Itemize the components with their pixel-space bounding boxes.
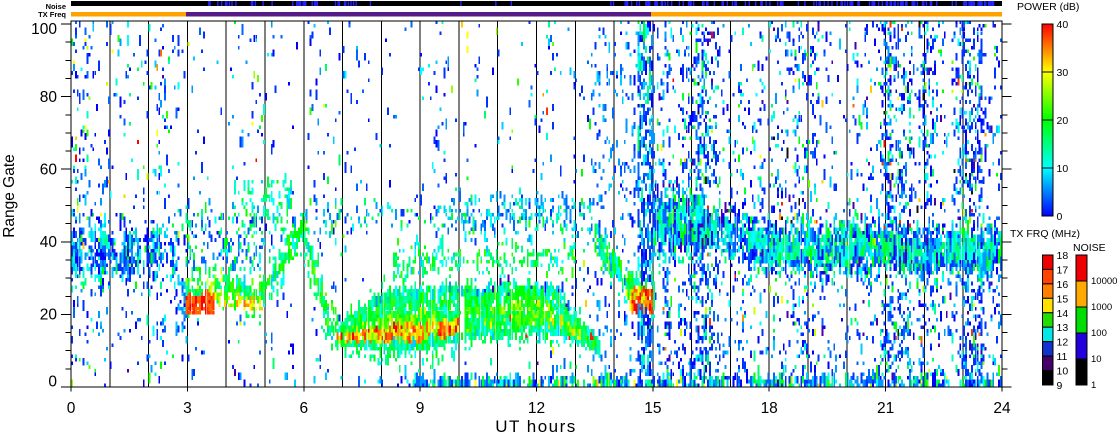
svg-text:10: 10 [1057, 366, 1069, 378]
svg-text:20: 20 [1057, 115, 1069, 127]
svg-text:60: 60 [40, 162, 58, 179]
svg-text:0: 0 [1057, 211, 1063, 223]
svg-text:10: 10 [1057, 163, 1069, 175]
svg-text:12: 12 [1057, 337, 1069, 349]
svg-text:13: 13 [1057, 322, 1069, 334]
svg-text:UT hours: UT hours [495, 417, 577, 435]
svg-text:10000: 10000 [1091, 276, 1117, 287]
svg-text:15: 15 [1057, 293, 1069, 305]
svg-text:100: 100 [31, 21, 57, 38]
svg-text:16: 16 [1057, 279, 1069, 291]
svg-text:1: 1 [1091, 380, 1096, 391]
svg-text:11: 11 [1057, 351, 1068, 363]
svg-text:24: 24 [993, 400, 1011, 417]
svg-text:18: 18 [761, 400, 778, 417]
svg-text:1000: 1000 [1091, 302, 1112, 313]
svg-text:TX FRQ (MHz): TX FRQ (MHz) [1010, 228, 1080, 240]
svg-text:14: 14 [1057, 308, 1069, 320]
svg-text:9: 9 [416, 400, 425, 417]
svg-text:17: 17 [1057, 264, 1069, 276]
svg-text:Range Gate: Range Gate [1, 154, 18, 238]
svg-text:POWER (dB): POWER (dB) [1017, 1, 1079, 13]
svg-text:30: 30 [1057, 67, 1069, 79]
svg-text:10: 10 [1091, 354, 1102, 365]
svg-text:40: 40 [1057, 19, 1069, 31]
svg-text:Noise: Noise [46, 2, 66, 11]
svg-text:TX Freq: TX Freq [38, 10, 66, 19]
svg-text:9: 9 [1057, 380, 1063, 392]
svg-text:12: 12 [528, 400, 545, 417]
svg-text:3: 3 [183, 400, 192, 417]
svg-text:15: 15 [644, 400, 661, 417]
svg-text:80: 80 [40, 89, 58, 106]
svg-text:40: 40 [40, 234, 58, 251]
svg-text:6: 6 [299, 400, 308, 417]
svg-text:0: 0 [48, 374, 57, 391]
svg-text:21: 21 [877, 400, 894, 417]
svg-text:0: 0 [67, 400, 76, 417]
svg-text:NOISE: NOISE [1073, 242, 1106, 254]
svg-text:20: 20 [40, 307, 58, 324]
svg-text:18: 18 [1057, 250, 1069, 262]
svg-text:100: 100 [1091, 328, 1107, 339]
